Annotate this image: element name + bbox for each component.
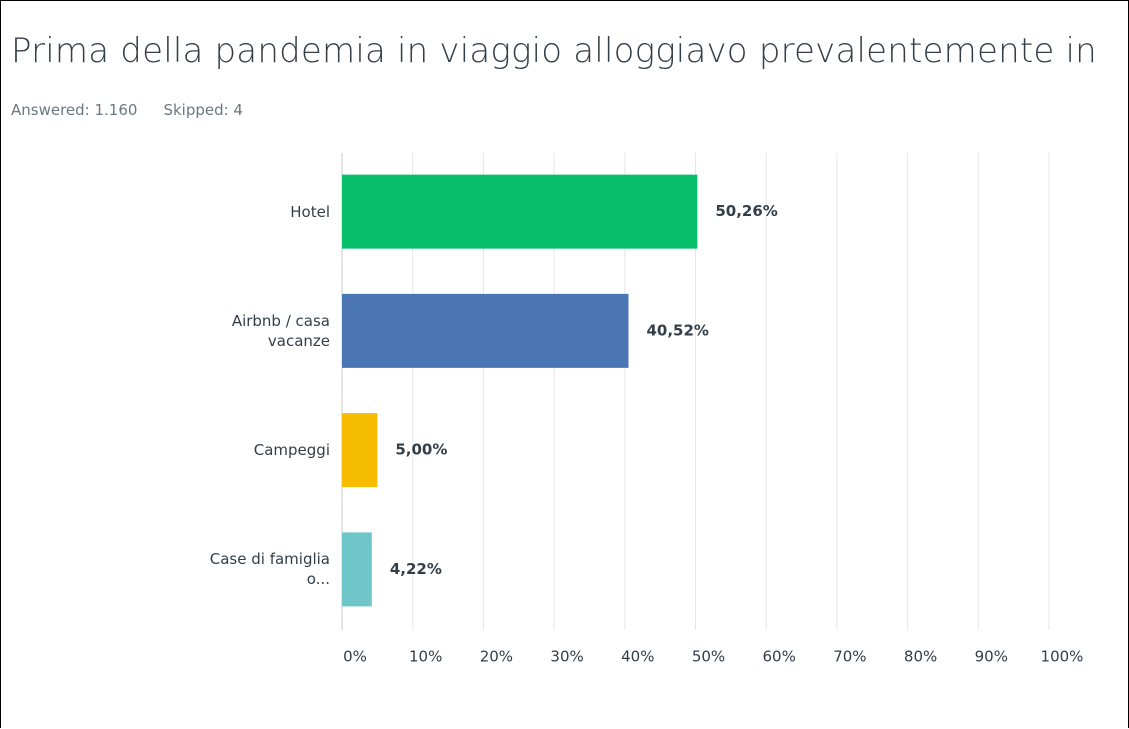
bar xyxy=(342,174,698,249)
value-label: 4,22% xyxy=(390,560,442,578)
bar xyxy=(342,413,378,488)
bar xyxy=(342,532,372,607)
skipped: Skipped: 4 xyxy=(163,101,243,119)
category-label: Hotel xyxy=(290,202,330,221)
x-tick-label: 80% xyxy=(904,648,937,666)
value-label: 40,52% xyxy=(646,321,708,339)
x-tick-label: 40% xyxy=(621,648,654,666)
answered: Answered: 1.160 xyxy=(11,101,138,119)
category-label: Campeggi xyxy=(253,441,330,460)
chart-title: Prima della pandemia in viaggio alloggia… xyxy=(11,31,1097,71)
value-label: 50,26% xyxy=(715,202,777,220)
x-tick-label: 100% xyxy=(1041,648,1084,666)
bar xyxy=(342,293,629,368)
category-label: Airbnb / casa vacanze xyxy=(231,311,330,350)
x-tick-label: 20% xyxy=(480,648,513,666)
x-tick-label: 70% xyxy=(833,648,866,666)
x-tick-label: 0% xyxy=(343,648,367,666)
value-label: 5,00% xyxy=(395,441,447,459)
x-tick-label: 90% xyxy=(975,648,1008,666)
x-tick-label: 50% xyxy=(692,648,725,666)
x-tick-label: 60% xyxy=(763,648,796,666)
category-label: Case di famiglia o... xyxy=(209,550,330,589)
subtitle: Answered: 1.160 Skipped: 4 xyxy=(11,101,269,119)
x-tick-label: 10% xyxy=(409,648,442,666)
x-tick-label: 30% xyxy=(550,648,583,666)
